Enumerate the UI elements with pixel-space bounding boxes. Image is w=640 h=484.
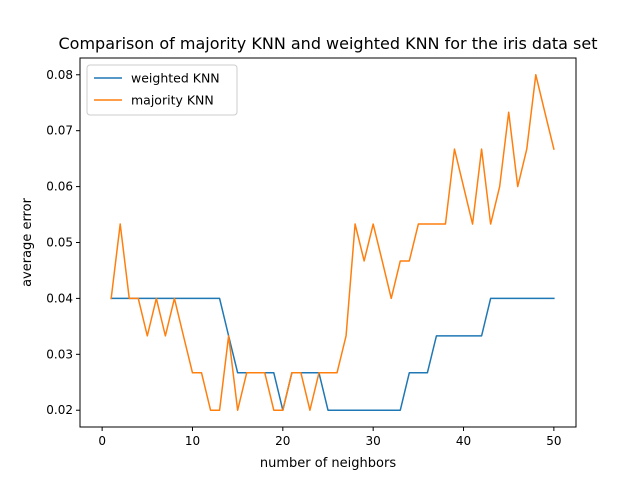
- x-axis-label: number of neighbors: [260, 456, 396, 471]
- series-line-weighted-knn: [110, 297, 555, 411]
- x-tick-label: 0: [98, 434, 106, 448]
- y-tick-label: 0.08: [46, 68, 73, 82]
- legend-label: weighted KNN: [131, 71, 220, 86]
- y-tick-label: 0.04: [46, 291, 73, 305]
- legend-label: majority KNN: [131, 93, 214, 108]
- x-tick-label: 10: [185, 434, 200, 448]
- x-tick-label: 30: [366, 434, 381, 448]
- legend: weighted KNN majority KNN: [86, 64, 238, 116]
- series-line-majority-knn: [110, 74, 555, 411]
- y-axis-label: average error: [20, 197, 35, 286]
- y-tick-label: 0.05: [46, 236, 73, 250]
- y-tick-label: 0.07: [46, 124, 73, 138]
- plot-frame: [79, 57, 577, 428]
- x-tick-label: 40: [456, 434, 471, 448]
- chart-title: Comparison of majority KNN and weighted …: [58, 34, 597, 53]
- y-tick-label: 0.06: [46, 180, 73, 194]
- y-tick-label: 0.03: [46, 347, 73, 361]
- legend-box: [86, 64, 238, 116]
- x-tick-label: 50: [546, 434, 561, 448]
- x-tick-label: 20: [275, 434, 290, 448]
- y-tick-label: 0.02: [46, 403, 73, 417]
